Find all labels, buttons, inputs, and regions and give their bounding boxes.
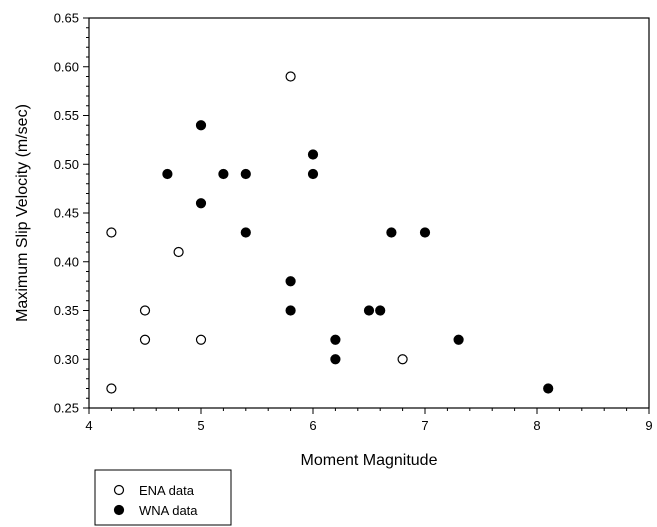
wna-data-point xyxy=(240,168,251,180)
y-tick-label: 0.25 xyxy=(54,401,79,416)
wna-data-point xyxy=(307,168,319,180)
y-tick-label: 0.50 xyxy=(54,157,79,172)
wna-data-point xyxy=(218,168,229,180)
wna-data-point xyxy=(285,305,296,316)
wna-data-point xyxy=(195,120,207,131)
ena-data-point xyxy=(139,305,151,316)
legend-wna-label: WNA data xyxy=(139,503,198,518)
y-tick-label: 0.35 xyxy=(54,303,79,318)
wna-data-point xyxy=(195,198,207,209)
x-axis: 4 5 6 7 8 9 xyxy=(85,408,653,433)
ena-data-point xyxy=(397,354,408,365)
wna-data-point xyxy=(330,334,341,345)
wna-data-point xyxy=(285,276,296,287)
legend-box xyxy=(94,469,232,526)
x-axis-title: Moment Magnitude xyxy=(301,452,438,469)
data-points xyxy=(106,71,554,394)
wna-data-point xyxy=(330,354,341,365)
y-tick-label: 0.45 xyxy=(54,206,79,221)
ena-data-point xyxy=(139,334,151,345)
legend-ena-marker xyxy=(113,484,125,496)
wna-data-point xyxy=(307,149,319,160)
ena-data-point xyxy=(106,227,117,238)
x-tick-label: 9 xyxy=(645,418,652,433)
x-tick-label: 5 xyxy=(197,418,204,433)
y-tick-label: 0.60 xyxy=(54,59,79,74)
wna-data-point xyxy=(453,334,464,345)
legend: ENA data WNA data xyxy=(94,469,232,526)
wna-data-point xyxy=(419,227,431,238)
x-tick-label: 8 xyxy=(533,418,540,433)
ena-data-point xyxy=(285,71,296,82)
y-axis: 0.25 0.30 0.35 0.40 0.45 0.50 0.55 0.60 0.65 xyxy=(54,11,89,416)
wna-data-point xyxy=(162,168,173,180)
plot-area xyxy=(88,17,650,409)
legend-ena-label: ENA data xyxy=(139,483,195,498)
wna-data-point xyxy=(543,383,554,394)
wna-data-point xyxy=(386,227,397,238)
legend-wna-marker xyxy=(113,504,125,516)
ena-data-point xyxy=(195,334,207,345)
y-tick-label: 0.55 xyxy=(54,108,79,123)
ena-data-point xyxy=(106,383,117,394)
y-axis-title: Maximum Slip Velocity (m/sec) xyxy=(14,104,31,322)
wna-data-point xyxy=(240,227,251,238)
x-tick-label: 4 xyxy=(85,418,92,433)
wna-data-point xyxy=(363,305,375,316)
y-tick-label: 0.40 xyxy=(54,254,79,269)
y-tick-label: 0.65 xyxy=(54,11,79,26)
y-tick-label: 0.30 xyxy=(54,352,79,367)
x-tick-label: 6 xyxy=(309,418,316,433)
x-tick-label: 7 xyxy=(421,418,428,433)
ena-data-point xyxy=(173,246,184,258)
wna-data-point xyxy=(375,305,386,316)
